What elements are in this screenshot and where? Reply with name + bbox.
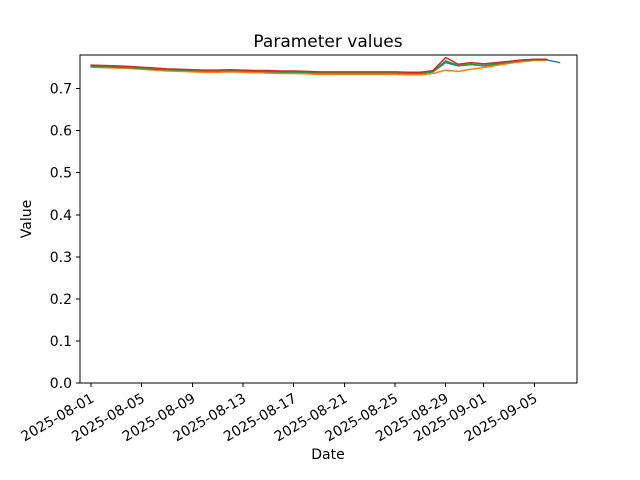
- y-tick-label: 0.7: [50, 82, 72, 98]
- series-lines: [90, 56, 561, 76]
- x-axis-ticks: 2025-08-012025-08-052025-08-092025-08-13…: [19, 383, 540, 445]
- y-axis-label: Value: [19, 200, 35, 238]
- y-tick-label: 0.1: [50, 334, 72, 350]
- x-axis-label: Date: [311, 447, 344, 463]
- y-tick-label: 0.5: [50, 166, 72, 182]
- y-tick-label: 0.2: [50, 292, 72, 308]
- y-tick-label: 0.3: [50, 250, 72, 266]
- plot-area-border: [79, 54, 578, 384]
- y-tick-label: 0.0: [50, 376, 72, 392]
- y-tick-label: 0.6: [50, 124, 72, 140]
- series-line-4: [90, 56, 548, 73]
- y-tick-label: 0.4: [50, 208, 72, 224]
- series-line-3: [90, 58, 548, 74]
- y-axis-ticks: 0.0 0.1 0.2 0.3 0.4 0.5 0.6 0.7: [50, 82, 80, 392]
- series-line-2: [90, 59, 548, 76]
- chart-title: Parameter values: [253, 32, 402, 52]
